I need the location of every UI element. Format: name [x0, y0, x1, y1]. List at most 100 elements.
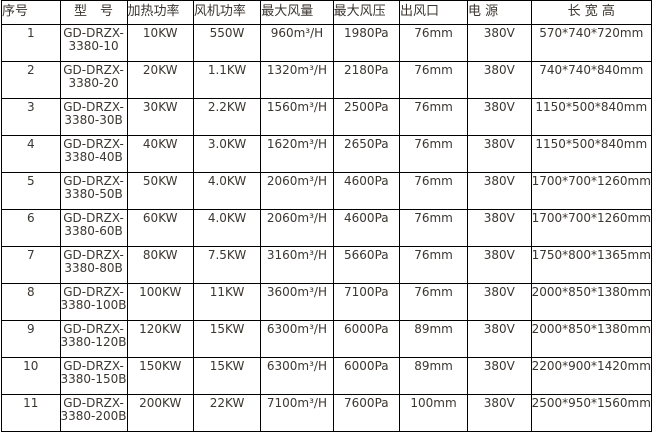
header-dimensions: 长 宽 高	[530, 0, 652, 25]
cell-index: 6	[1, 209, 61, 247]
cell-heating-power: 120KW	[126, 320, 194, 358]
table-row: 2 GD-DRZX- 3380-20 20KW 1.1KW 1320m³/H 2180Pa…	[1, 61, 652, 99]
cell-power-supply: 380V	[467, 61, 532, 99]
cell-max-airflow: 1560m³/H	[260, 98, 334, 136]
cell-max-airflow: 960m³/H	[260, 24, 334, 62]
cell-dimensions: 2500*950*1560mm	[530, 394, 652, 432]
header-power-supply: 电 源	[467, 0, 532, 25]
cell-outlet: 76mm	[399, 209, 469, 247]
cell-power-supply: 380V	[467, 135, 532, 173]
cell-fan-power: 15KW	[192, 357, 262, 395]
cell-fan-power: 4.0KW	[192, 209, 262, 247]
cell-max-pressure: 2180Pa	[332, 61, 401, 99]
cell-index: 3	[1, 98, 61, 136]
cell-outlet: 76mm	[399, 246, 469, 284]
cell-dimensions: 1150*500*840mm	[530, 98, 652, 136]
cell-max-pressure: 7100Pa	[332, 283, 401, 321]
cell-index: 4	[1, 135, 61, 173]
cell-dimensions: 2200*900*1420mm	[530, 357, 652, 395]
cell-fan-power: 22KW	[192, 394, 262, 432]
cell-power-supply: 380V	[467, 246, 532, 284]
cell-max-airflow: 1320m³/H	[260, 61, 334, 99]
cell-dimensions: 1700*700*1260mm	[530, 172, 652, 210]
cell-max-pressure: 4600Pa	[332, 172, 401, 210]
cell-index: 7	[1, 246, 61, 284]
cell-max-airflow: 7100m³/H	[260, 394, 334, 432]
cell-index: 5	[1, 172, 61, 210]
cell-power-supply: 380V	[467, 283, 532, 321]
cell-heating-power: 100KW	[126, 283, 194, 321]
cell-fan-power: 3.0KW	[192, 135, 262, 173]
cell-power-supply: 380V	[467, 98, 532, 136]
cell-power-supply: 380V	[467, 357, 532, 395]
table-row: 9 GD-DRZX- 3380-120B 120KW 15KW 6300m³/H 6000…	[1, 320, 652, 358]
cell-power-supply: 380V	[467, 209, 532, 247]
cell-heating-power: 60KW	[126, 209, 194, 247]
cell-outlet: 76mm	[399, 283, 469, 321]
cell-outlet: 76mm	[399, 98, 469, 136]
table-row: 8 GD-DRZX- 3380-100B 100KW 11KW 3600m³/H 7100…	[1, 283, 652, 321]
cell-heating-power: 30KW	[126, 98, 194, 136]
cell-dimensions: 1700*700*1260mm	[530, 209, 652, 247]
cell-fan-power: 11KW	[192, 283, 262, 321]
cell-dimensions: 2000*850*1380mm	[530, 283, 652, 321]
cell-heating-power: 150KW	[126, 357, 194, 395]
header-max-airflow: 最大风量	[260, 0, 334, 25]
cell-outlet: 100mm	[399, 394, 469, 432]
cell-power-supply: 380V	[467, 172, 532, 210]
cell-outlet: 76mm	[399, 24, 469, 62]
cell-index: 8	[1, 283, 61, 321]
cell-max-pressure: 7600Pa	[332, 394, 401, 432]
cell-model: GD-DRZX- 3380-80B	[59, 246, 128, 284]
header-row: 序号 型 号 加热功率 风机功率 最大风量 最大风压 出风口 电 源 长 宽 高	[1, 0, 652, 25]
cell-max-pressure: 2650Pa	[332, 135, 401, 173]
table-row: 1 GD-DRZX- 3380-10 10KW 550W 960m³/H 1980Pa 76…	[1, 24, 652, 62]
cell-heating-power: 80KW	[126, 246, 194, 284]
table-row: 3 GD-DRZX- 3380-30B 30KW 2.2KW 1560m³/H 2500P…	[1, 98, 652, 136]
cell-heating-power: 200KW	[126, 394, 194, 432]
cell-heating-power: 10KW	[126, 24, 194, 62]
cell-heating-power: 20KW	[126, 61, 194, 99]
cell-model: GD-DRZX- 3380-10	[59, 24, 128, 62]
cell-dimensions: 1150*500*840mm	[530, 135, 652, 173]
cell-fan-power: 2.2KW	[192, 98, 262, 136]
cell-model: GD-DRZX- 3380-50B	[59, 172, 128, 210]
cell-fan-power: 7.5KW	[192, 246, 262, 284]
cell-power-supply: 380V	[467, 24, 532, 62]
cell-max-pressure: 5660Pa	[332, 246, 401, 284]
cell-max-airflow: 6300m³/H	[260, 320, 334, 358]
cell-dimensions: 740*740*840mm	[530, 61, 652, 99]
cell-fan-power: 15KW	[192, 320, 262, 358]
table-row: 5 GD-DRZX- 3380-50B 50KW 4.0KW 2060m³/H 4600P…	[1, 172, 652, 210]
cell-max-airflow: 2060m³/H	[260, 209, 334, 247]
table-row: 6 GD-DRZX- 3380-60B 60KW 4.0KW 2060m³/H 4600P…	[1, 209, 652, 247]
cell-model: GD-DRZX- 3380-30B	[59, 98, 128, 136]
header-index: 序号	[1, 0, 61, 25]
cell-max-pressure: 2500Pa	[332, 98, 401, 136]
cell-max-airflow: 3160m³/H	[260, 246, 334, 284]
cell-fan-power: 1.1KW	[192, 61, 262, 99]
header-outlet: 出风口	[399, 0, 469, 25]
cell-outlet: 76mm	[399, 172, 469, 210]
cell-model: GD-DRZX- 3380-60B	[59, 209, 128, 247]
cell-fan-power: 4.0KW	[192, 172, 262, 210]
cell-model: GD-DRZX- 3380-20	[59, 61, 128, 99]
cell-max-airflow: 2060m³/H	[260, 172, 334, 210]
cell-heating-power: 50KW	[126, 172, 194, 210]
cell-max-airflow: 6300m³/H	[260, 357, 334, 395]
cell-outlet: 89mm	[399, 357, 469, 395]
cell-model: GD-DRZX- 3380-100B	[59, 283, 128, 321]
cell-dimensions: 1750*800*1365mm	[530, 246, 652, 284]
table-row: 11 GD-DRZX- 3380-200B 200KW 22KW 7100m³/H 760…	[1, 394, 652, 432]
cell-outlet: 76mm	[399, 135, 469, 173]
table-row: 10 GD-DRZX- 3380-150B 150KW 15KW 6300m³/H 600…	[1, 357, 652, 395]
cell-model: GD-DRZX- 3380-200B	[59, 394, 128, 432]
cell-index: 10	[1, 357, 61, 395]
header-fan-power: 风机功率	[192, 0, 262, 25]
cell-max-pressure: 4600Pa	[332, 209, 401, 247]
header-model: 型 号	[59, 0, 128, 25]
header-max-pressure: 最大风压	[332, 0, 401, 25]
cell-power-supply: 380V	[467, 320, 532, 358]
cell-fan-power: 550W	[192, 24, 262, 62]
